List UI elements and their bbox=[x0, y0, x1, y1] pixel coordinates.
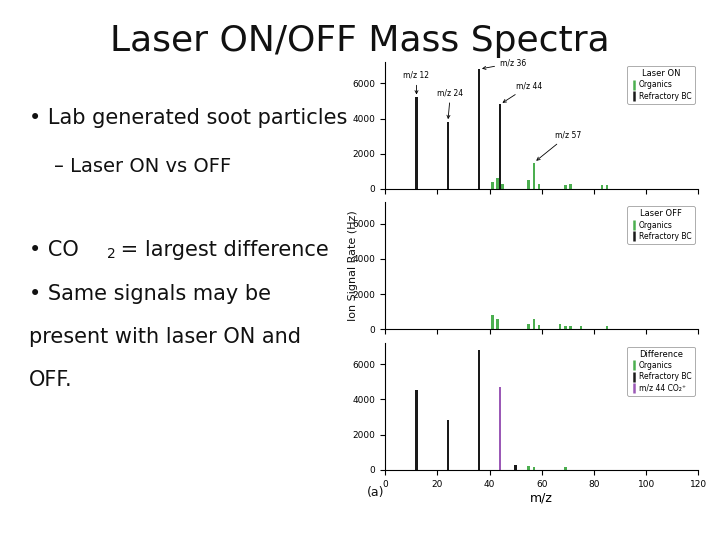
Text: present with laser ON and: present with laser ON and bbox=[29, 327, 301, 347]
Bar bbox=[491, 182, 493, 189]
Bar bbox=[538, 184, 541, 189]
Bar bbox=[533, 163, 535, 189]
Bar bbox=[533, 319, 535, 329]
Text: Laser ON/OFF Mass Spectra: Laser ON/OFF Mass Spectra bbox=[110, 24, 610, 58]
Legend: Organics, Refractory BC, m/z 44 CO₂⁺: Organics, Refractory BC, m/z 44 CO₂⁺ bbox=[627, 347, 695, 396]
Text: = largest difference: = largest difference bbox=[114, 240, 328, 260]
Bar bbox=[446, 122, 449, 189]
Text: (a): (a) bbox=[367, 486, 384, 499]
Bar bbox=[491, 315, 493, 329]
Bar bbox=[514, 464, 517, 470]
Bar bbox=[533, 467, 535, 470]
Text: • CO: • CO bbox=[29, 240, 78, 260]
Text: m/z 24: m/z 24 bbox=[438, 89, 464, 118]
Text: m/z 12: m/z 12 bbox=[403, 71, 429, 93]
Text: m/z 57: m/z 57 bbox=[537, 131, 581, 160]
Bar bbox=[501, 184, 504, 189]
Bar bbox=[528, 466, 530, 470]
Text: Ion Signal Rate (Hz): Ion Signal Rate (Hz) bbox=[348, 211, 358, 321]
Bar bbox=[499, 387, 501, 470]
Bar bbox=[564, 467, 567, 470]
Text: • Lab generated soot particles: • Lab generated soot particles bbox=[29, 108, 347, 128]
Bar bbox=[580, 326, 582, 329]
Bar bbox=[600, 185, 603, 189]
Legend: Organics, Refractory BC: Organics, Refractory BC bbox=[627, 66, 695, 104]
Bar bbox=[559, 324, 562, 329]
Bar bbox=[415, 390, 418, 470]
Bar bbox=[528, 324, 530, 329]
Bar bbox=[570, 184, 572, 189]
Legend: Organics, Refractory BC: Organics, Refractory BC bbox=[627, 206, 695, 244]
Bar bbox=[564, 185, 567, 189]
Bar bbox=[570, 326, 572, 329]
Text: m/z 44: m/z 44 bbox=[503, 82, 542, 103]
Bar bbox=[606, 326, 608, 329]
Bar bbox=[496, 178, 499, 189]
Bar bbox=[478, 69, 480, 189]
Bar bbox=[478, 350, 480, 470]
Text: • Same signals may be: • Same signals may be bbox=[29, 284, 271, 303]
Bar bbox=[446, 421, 449, 470]
Text: OFF.: OFF. bbox=[29, 370, 73, 390]
Bar bbox=[528, 180, 530, 189]
Bar bbox=[606, 185, 608, 189]
Bar bbox=[499, 104, 501, 189]
Text: – Laser ON vs OFF: – Laser ON vs OFF bbox=[54, 157, 231, 176]
Bar bbox=[415, 97, 418, 189]
Bar bbox=[538, 325, 541, 329]
Bar bbox=[564, 326, 567, 329]
Text: 2: 2 bbox=[107, 247, 115, 261]
X-axis label: m/z: m/z bbox=[531, 491, 553, 504]
Text: m/z 36: m/z 36 bbox=[483, 58, 526, 70]
Bar bbox=[496, 319, 499, 329]
